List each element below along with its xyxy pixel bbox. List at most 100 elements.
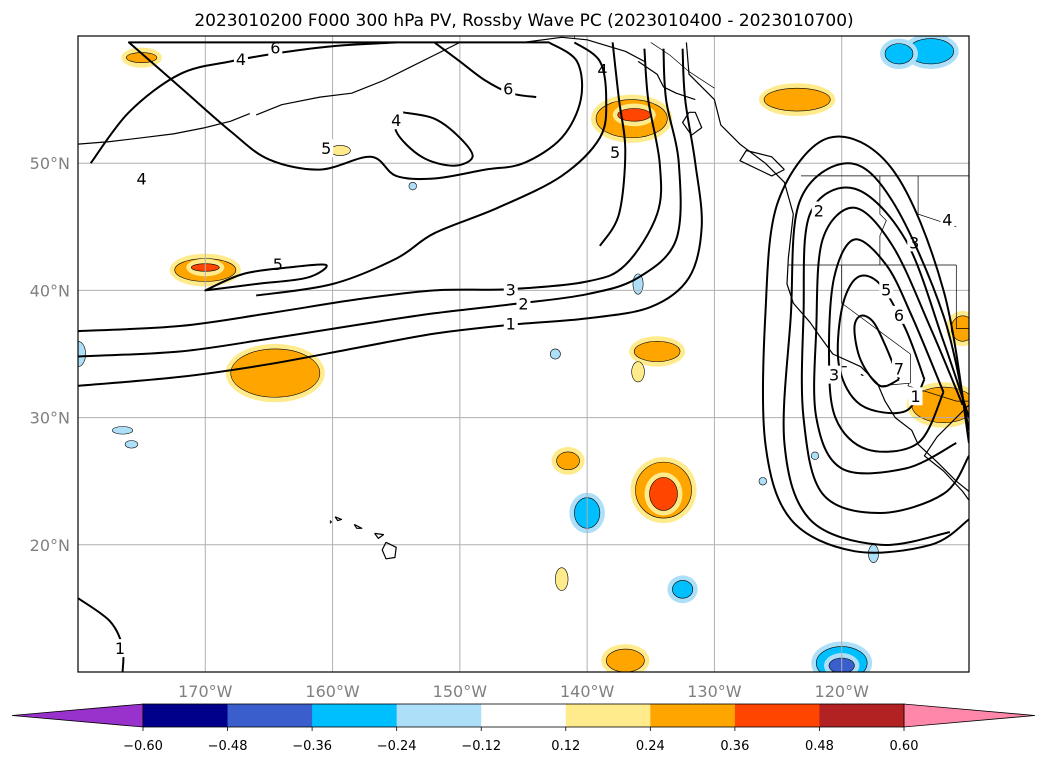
- chart-title: 2023010200 F000 300 hPa PV, Rossby Wave …: [194, 11, 853, 31]
- anomaly-patch: [672, 580, 694, 599]
- colorbar-tick-label: 0.60: [890, 739, 919, 754]
- longitude-tick-label: 130°W: [687, 682, 742, 701]
- colorbar-tick-label: 0.48: [805, 739, 834, 754]
- pv-contour-label: 7: [894, 359, 904, 378]
- anomaly-patch: [633, 340, 681, 362]
- colorbar-segment: [819, 704, 905, 727]
- pv-contour-line: [204, 263, 328, 292]
- colorbar-extend-low: [11, 703, 144, 728]
- contour-label-bg: [134, 169, 149, 188]
- contour-label-bg: [501, 79, 516, 98]
- pv-contour-label: 1: [115, 639, 125, 658]
- pv-contour-label: 6: [270, 39, 280, 58]
- pv-contour-label: 2: [518, 294, 528, 313]
- contour-label-bg: [811, 201, 826, 220]
- colorbar-segment: [650, 704, 736, 727]
- pv-contour-label: 5: [610, 143, 620, 162]
- anomaly-patch: [758, 477, 767, 486]
- pv-contour-line: [89, 41, 397, 164]
- contour-label-bg: [516, 294, 531, 313]
- map-frame: [77, 35, 970, 673]
- pv-contour-label: 1: [506, 315, 516, 334]
- coastline: [739, 149, 785, 177]
- contour-label-bg: [891, 359, 906, 378]
- anomaly-patch: [230, 348, 321, 398]
- coastline: [374, 532, 385, 539]
- contour-label-bg: [503, 314, 518, 333]
- coastline: [860, 373, 864, 377]
- contour-label-bg: [319, 139, 334, 158]
- anomaly-patch: [649, 477, 678, 511]
- contour-label-bg: [233, 50, 248, 69]
- colorbar-tick-label: 0.36: [720, 739, 749, 754]
- border-line: [841, 265, 911, 355]
- latitude-tick-label: 30°N: [30, 409, 70, 428]
- anomaly-patch: [556, 451, 580, 471]
- contour-label-bg: [827, 365, 842, 384]
- colorbar-segment: [565, 704, 651, 727]
- contour-label-bg: [879, 280, 894, 299]
- coastlines: [78, 36, 969, 560]
- colorbar-tick-label: 0.12: [551, 739, 580, 754]
- colorbar-segment: [143, 704, 229, 727]
- colorbar-segment: [312, 704, 398, 727]
- map-background: [78, 36, 969, 672]
- coastline: [381, 541, 397, 560]
- pv-contour-line: [761, 135, 969, 554]
- contour-label-bg: [940, 210, 955, 229]
- graticule: [78, 36, 969, 672]
- border-line: [879, 175, 887, 265]
- coastline: [523, 36, 645, 62]
- coastline: [255, 41, 461, 116]
- pv-contour-label: 6: [894, 306, 904, 325]
- pv-contour-line: [256, 41, 608, 297]
- contour-label-bg: [389, 111, 404, 130]
- colorbar-tick-label: −0.24: [377, 739, 417, 754]
- border-line: [955, 265, 969, 329]
- pv-contour-label: 4: [391, 111, 401, 130]
- contour-label-bg: [908, 387, 923, 406]
- pv-contour-line: [853, 314, 900, 388]
- anomaly-patch: [408, 181, 417, 191]
- longitude-tick-label: 140°W: [560, 682, 615, 701]
- pv-contour-line: [78, 597, 125, 672]
- pv-contour-label: 2: [814, 202, 824, 221]
- colorbar-segment: [227, 704, 313, 727]
- colorbar-segment: [396, 704, 482, 727]
- contour-label-bg: [608, 143, 623, 162]
- pv-contour-label: 4: [137, 170, 147, 189]
- colorbar-tick-label: −0.60: [123, 739, 163, 754]
- pv-contours: 1234445556677654332114: [78, 38, 969, 672]
- contour-label-bg: [503, 280, 518, 299]
- anomaly-patch: [549, 348, 561, 360]
- longitude-tick-label: 170°W: [178, 682, 233, 701]
- pv-contour-label: 3: [829, 366, 839, 385]
- colorbar-extend-high: [903, 703, 1036, 728]
- colorbar-segment: [734, 704, 820, 727]
- contour-label-bg: [113, 639, 128, 658]
- coastline: [329, 520, 332, 524]
- pv-contour-line: [782, 162, 969, 546]
- anomaly-patch: [810, 451, 820, 460]
- colorbar-tick-label: 0.24: [636, 739, 665, 754]
- coastline: [637, 60, 696, 101]
- contour-label-bg: [891, 305, 906, 324]
- pv-contour-label: 4: [942, 210, 952, 229]
- pv-contour-line: [813, 206, 964, 475]
- pv-contour-line: [599, 42, 627, 247]
- colorbar-tick-label: −0.12: [461, 739, 501, 754]
- longitude-tick-label: 120°W: [815, 682, 870, 701]
- colorbar-frame: [142, 703, 905, 728]
- coastline: [334, 516, 343, 522]
- pv-contour-line: [827, 238, 945, 453]
- pv-contour-label: 5: [321, 139, 331, 158]
- pv-contour-label: 4: [236, 50, 246, 69]
- axis-tick-labels: 170°W 160°W 150°W 140°W 130°W 120°W 20°N 30°N 40…: [30, 154, 869, 701]
- colorbar-tick-label: −0.48: [208, 739, 248, 754]
- coastline: [78, 113, 251, 145]
- pv-contour-line: [394, 111, 474, 167]
- pv-contour-line: [127, 41, 584, 181]
- coastline: [682, 111, 703, 136]
- pv-contour-line: [800, 186, 969, 514]
- latitude-tick-label: 40°N: [30, 281, 70, 300]
